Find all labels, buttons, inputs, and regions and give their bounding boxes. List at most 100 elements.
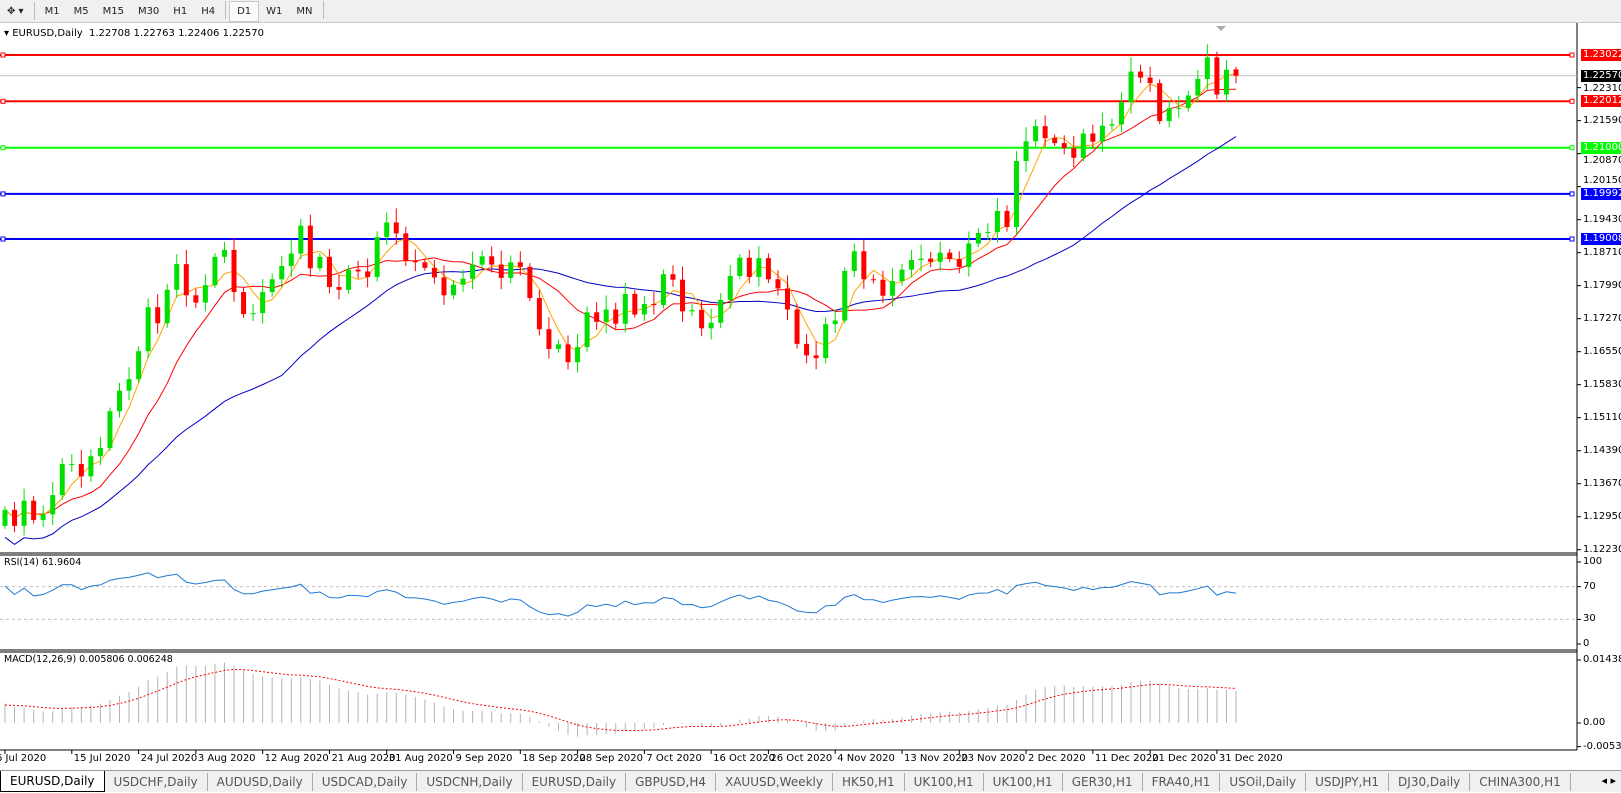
level-price-label: 1.21000: [1581, 141, 1621, 154]
macd-tick-label: 0.014384: [1583, 653, 1621, 665]
chart-tab[interactable]: EURUSD,Daily: [523, 773, 627, 791]
timeframe-m30[interactable]: M30: [137, 5, 160, 17]
time-tick-label: 21 Dec 2020: [1152, 753, 1216, 764]
candle-bull: [97, 447, 103, 457]
candle-bull: [164, 289, 170, 324]
time-tick-label: 7 Oct 2020: [646, 753, 702, 764]
chart-canvas[interactable]: [0, 23, 1621, 770]
time-tick-label: 18 Sep 2020: [522, 753, 586, 764]
chart-tab[interactable]: XAUUSD,Weekly: [716, 773, 833, 791]
timeframe-m15[interactable]: M15: [102, 5, 124, 17]
price-tick-label: 1.20870: [1583, 154, 1621, 166]
timeframe-m1[interactable]: M1: [44, 5, 60, 17]
candle-bull: [21, 500, 27, 526]
candle-bull: [59, 463, 65, 496]
level-handle: [1569, 52, 1575, 58]
level-handle: [0, 145, 6, 151]
candle-bear: [765, 258, 771, 280]
level-handle: [0, 191, 6, 197]
timeframe-mn[interactable]: MN: [296, 5, 313, 17]
price-tick-label: 1.21590: [1583, 114, 1621, 126]
candle-bear: [393, 222, 399, 234]
level-handle: [1569, 98, 1575, 104]
draw-tool-dropdown[interactable]: ✥ ▾: [7, 5, 24, 17]
tab-strip: EURUSD,Daily USDCHF,Daily AUDUSD,Daily USDC…: [0, 771, 1580, 793]
candle-bear: [546, 329, 552, 349]
candle-bull: [1099, 125, 1105, 142]
candle-bear: [1071, 148, 1077, 158]
time-tick-label: 16 Oct 2020: [713, 753, 775, 764]
chart-window[interactable]: ▾ EURUSD,Daily 1.22708 1.22763 1.22406 1…: [0, 23, 1621, 770]
level-price-label: 1.23022: [1581, 49, 1621, 61]
toolbar-separator: [33, 2, 35, 20]
chart-tab[interactable]: EURUSD,Daily: [0, 771, 105, 792]
candle-bull: [269, 279, 275, 293]
chart-tab[interactable]: UK100,H1: [905, 773, 984, 791]
candle-bear: [784, 288, 790, 310]
chart-tab[interactable]: USDJPY,H1: [1306, 773, 1390, 791]
candle-bull: [832, 320, 838, 325]
candle-bear: [1138, 71, 1144, 78]
chart-tab[interactable]: AUDUSD,Daily: [208, 773, 313, 791]
timeframe-h4[interactable]: H4: [201, 5, 216, 17]
level-handle: [0, 98, 6, 104]
chart-tab[interactable]: USDCHF,Daily: [105, 773, 208, 791]
candle-bull: [1223, 69, 1229, 95]
chart-tab[interactable]: USDCNH,Daily: [417, 773, 523, 791]
candle-bull: [727, 276, 733, 300]
chart-tab[interactable]: USDCAD,Daily: [313, 773, 418, 791]
chart-tab[interactable]: DJ30,Daily: [1389, 773, 1471, 791]
chart-tab[interactable]: GBPUSD,H4: [626, 773, 716, 791]
chart-tab[interactable]: US: [1571, 773, 1581, 791]
candle-bull: [2, 509, 8, 526]
candle-bear: [12, 509, 18, 526]
candle-bull: [145, 307, 151, 352]
timeframe-h1[interactable]: H1: [173, 5, 188, 17]
candle-bull: [479, 256, 485, 265]
chart-tab[interactable]: HK50,H1: [833, 773, 905, 791]
timeframe-d1[interactable]: D1: [229, 0, 260, 22]
time-tick-label: 6 Jul 2020: [0, 753, 47, 764]
candle-bull: [1109, 124, 1115, 126]
chart-tab[interactable]: CHINA300,H1: [1470, 773, 1571, 791]
candle-bull: [937, 252, 943, 262]
candle-bull: [660, 274, 666, 305]
candle-bear: [498, 264, 504, 278]
chart-tab[interactable]: FRA40,H1: [1143, 773, 1221, 791]
timeframe-w1[interactable]: W1: [266, 5, 283, 17]
chart-tab[interactable]: UK100,H1: [984, 773, 1063, 791]
candle-bull: [1128, 71, 1134, 103]
candle-bull: [107, 411, 113, 448]
candle-bear: [1147, 77, 1153, 84]
chart-tab[interactable]: USOil,Daily: [1220, 773, 1307, 791]
toolbar-separator: [225, 0, 227, 19]
candle-bear: [670, 274, 676, 280]
candle-bull: [718, 299, 724, 323]
chart-tab[interactable]: GER30,H1: [1063, 773, 1143, 791]
level-handle: [0, 236, 6, 242]
candle-bear: [336, 287, 342, 290]
time-tick-label: 2 Dec 2020: [1028, 753, 1086, 764]
price-tick-label: 1.14390: [1583, 444, 1621, 456]
candle-bull: [1118, 102, 1124, 125]
candle-bull: [136, 351, 142, 380]
macd-tick-label: 0.00: [1583, 717, 1606, 728]
tab-scroll-right-icon[interactable]: ◂ ▸: [1598, 774, 1619, 787]
candle-bear: [1042, 126, 1048, 139]
time-tick-label: 31 Dec 2020: [1218, 753, 1283, 764]
candle-bear: [861, 251, 867, 280]
rsi-title: RSI(14) 61.9604: [4, 557, 82, 568]
toolbar-separator: [322, 0, 324, 19]
candle-bear: [680, 279, 686, 312]
candle-bull: [756, 258, 762, 277]
candle-bull: [1033, 126, 1039, 142]
candle-bear: [1157, 83, 1163, 122]
candle-bear: [517, 262, 523, 267]
candle-bear: [403, 233, 409, 261]
candle-bull: [641, 304, 647, 315]
candle-bull: [975, 232, 981, 244]
candle-bull: [174, 264, 180, 290]
ohlc-readout: 1.22708 1.22763 1.22406 1.22570: [89, 28, 264, 39]
timeframe-m5[interactable]: M5: [73, 5, 89, 17]
price-tick-label: 1.12230: [1583, 543, 1621, 555]
